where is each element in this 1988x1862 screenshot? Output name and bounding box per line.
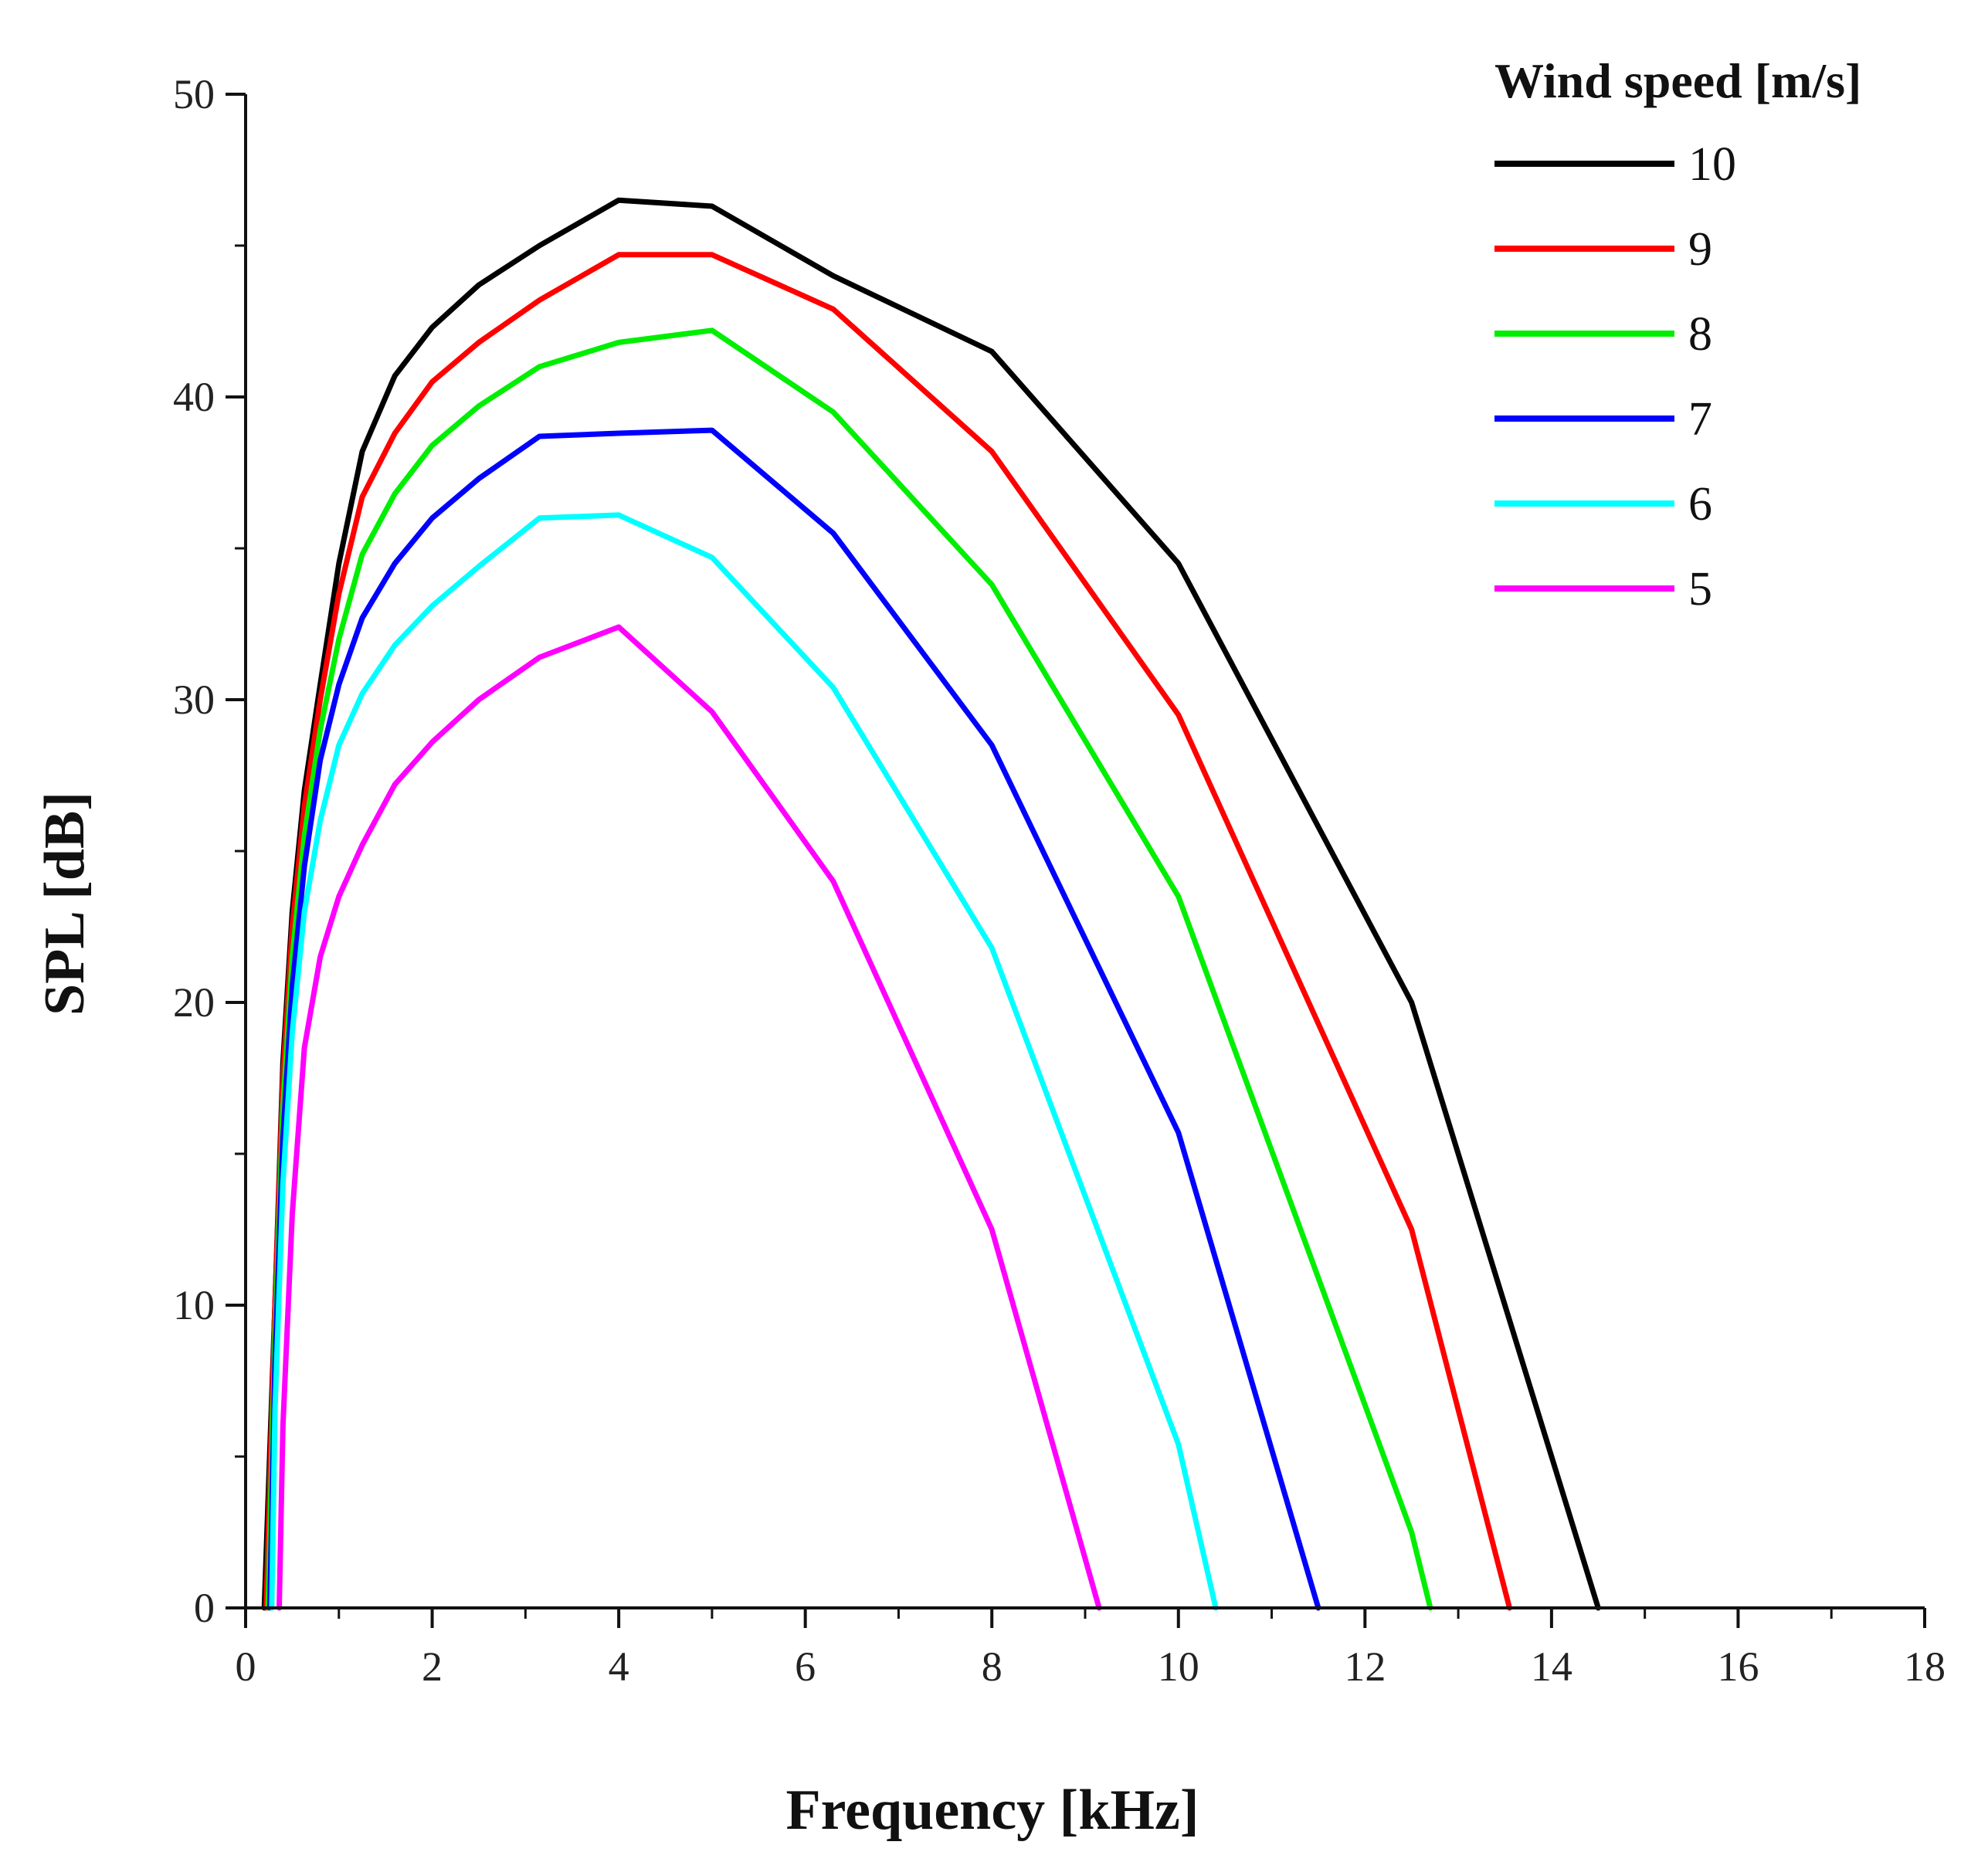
y-tick-label: 30 [173, 677, 215, 723]
legend-label: 10 [1688, 138, 1736, 191]
legend-label: 6 [1688, 478, 1712, 531]
x-tick-label: 2 [422, 1643, 443, 1690]
y-tick-label: 40 [173, 374, 215, 420]
x-tick-label: 12 [1344, 1643, 1386, 1690]
y-axis-title: SPL [dB] [33, 792, 97, 1016]
series-line-7 [266, 427, 1321, 1611]
y-tick-label: 20 [173, 979, 215, 1026]
x-tick-label: 4 [609, 1643, 629, 1690]
x-tick-label: 10 [1158, 1643, 1199, 1690]
legend-title: Wind speed [m/s] [1494, 53, 1861, 108]
x-tick-label: 8 [982, 1643, 1002, 1690]
x-tick-label: 0 [236, 1643, 256, 1690]
legend-label: 8 [1688, 308, 1712, 361]
axes [244, 94, 1925, 1609]
series-line-10 [261, 197, 1601, 1611]
series-layer [261, 197, 1601, 1611]
series-line-6 [269, 512, 1219, 1611]
x-tick-label: 6 [795, 1643, 816, 1690]
legend-label: 5 [1688, 563, 1712, 616]
y-tick-label: 0 [194, 1585, 215, 1631]
x-tick-label: 18 [1904, 1643, 1946, 1690]
x-axis-title: Frequency [kHz] [785, 1779, 1199, 1842]
y-tick-label: 50 [173, 71, 215, 117]
legend: Wind speed [m/s] 10 9 8 7 6 5 [1494, 53, 1861, 616]
series-line-8 [265, 327, 1433, 1611]
legend-label: 9 [1688, 223, 1712, 276]
legend-label: 7 [1688, 393, 1712, 446]
x-tick-label: 16 [1717, 1643, 1759, 1690]
series-line-9 [263, 252, 1512, 1611]
series-line-5 [276, 624, 1102, 1611]
x-tick-label: 14 [1531, 1643, 1572, 1690]
ticks: 0 2 4 6 8 10 12 14 16 18 0 10 20 30 40 50 [173, 71, 1946, 1690]
y-tick-label: 10 [173, 1282, 215, 1328]
